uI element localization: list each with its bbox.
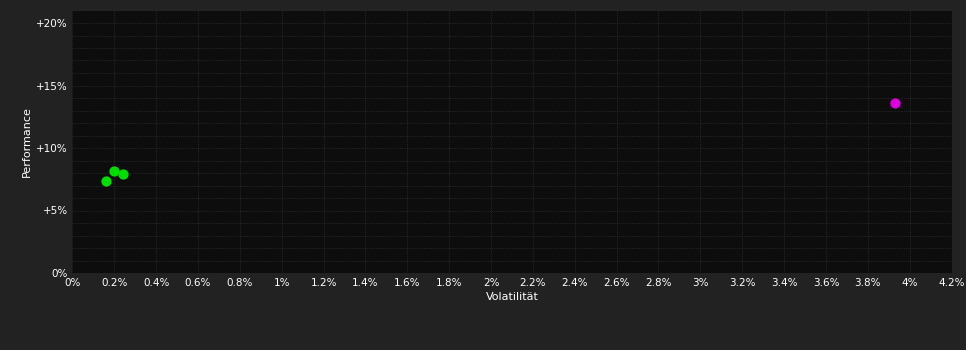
X-axis label: Volatilität: Volatilität bbox=[486, 292, 538, 302]
Point bbox=[887, 100, 902, 106]
Y-axis label: Performance: Performance bbox=[21, 106, 32, 177]
Point bbox=[115, 172, 130, 177]
Point bbox=[106, 168, 122, 173]
Point bbox=[99, 178, 114, 183]
